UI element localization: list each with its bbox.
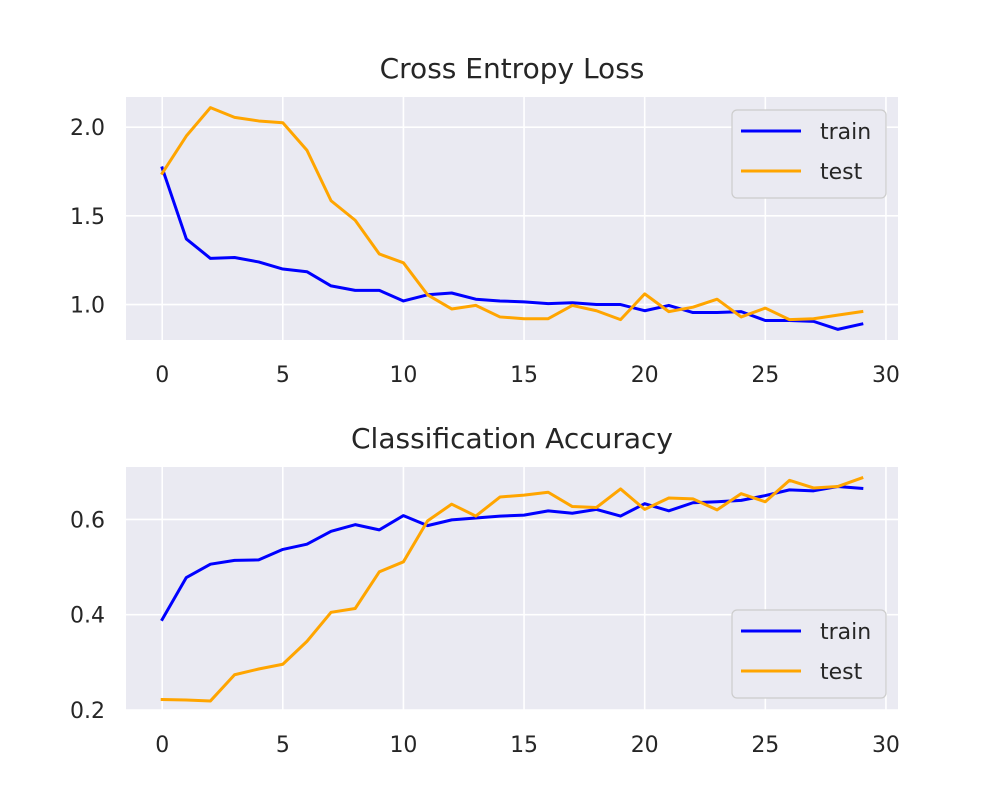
- loss-ytick-label-0: 1.0: [70, 294, 105, 319]
- loss-tick-labels: 0 5 10 15 20 25 30 1.0 1.5 2.0: [70, 116, 900, 388]
- loss-series-train-line: [160, 166, 864, 331]
- accuracy-ytick-label-1: 0.4: [70, 604, 105, 629]
- accuracy-ytick-label-2: 0.6: [70, 508, 105, 533]
- loss-chart-title: Cross Entropy Loss: [380, 52, 645, 85]
- loss-xtick-label-15: 15: [510, 363, 538, 388]
- accuracy-legend: train test: [731, 609, 887, 699]
- accuracy-xtick-label-0: 0: [155, 733, 169, 758]
- loss-legend-test-label: test: [820, 160, 863, 185]
- loss-xtick-label-10: 10: [389, 363, 417, 388]
- loss-xtick-label-5: 5: [276, 363, 290, 388]
- accuracy-chart: Classification Accuracy 0 5 10 15 20 25 300.20…: [70, 422, 900, 758]
- loss-xtick-label-30: 30: [872, 363, 900, 388]
- accuracy-series-train-line: [160, 485, 864, 622]
- loss-xtick-label-25: 25: [751, 363, 779, 388]
- accuracy-xtick-label-25: 25: [751, 733, 779, 758]
- accuracy-legend-test-label: test: [820, 660, 863, 685]
- accuracy-series-group: [160, 476, 864, 703]
- accuracy-xtick-label-5: 5: [276, 733, 290, 758]
- accuracy-xtick-label-20: 20: [631, 733, 659, 758]
- loss-legend-train-label: train: [820, 120, 871, 145]
- loss-ytick-label-2: 2.0: [70, 116, 105, 141]
- loss-series-test-line: [160, 106, 864, 322]
- accuracy-xtick-label-15: 15: [510, 733, 538, 758]
- loss-chart: Cross Entropy Loss 0 5 10 15 20 25 30 1.0 1.5 2.0…: [70, 52, 900, 388]
- loss-ytick-label-1: 1.5: [70, 205, 105, 230]
- loss-xtick-label-20: 20: [631, 363, 659, 388]
- accuracy-tick-labels: 0 5 10 15 20 25 30 0.2 0.4 0.6: [70, 508, 900, 758]
- loss-xtick-label-0: 0: [155, 363, 169, 388]
- accuracy-xtick-label-10: 10: [389, 733, 417, 758]
- accuracy-chart-title: Classification Accuracy: [351, 422, 673, 455]
- accuracy-xtick-label-30: 30: [872, 733, 900, 758]
- loss-legend: train test: [731, 109, 887, 199]
- accuracy-series-test-line: [160, 476, 864, 703]
- accuracy-legend-train-label: train: [820, 620, 871, 645]
- loss-series-group: [160, 106, 864, 331]
- accuracy-ytick-label-0: 0.2: [70, 699, 105, 724]
